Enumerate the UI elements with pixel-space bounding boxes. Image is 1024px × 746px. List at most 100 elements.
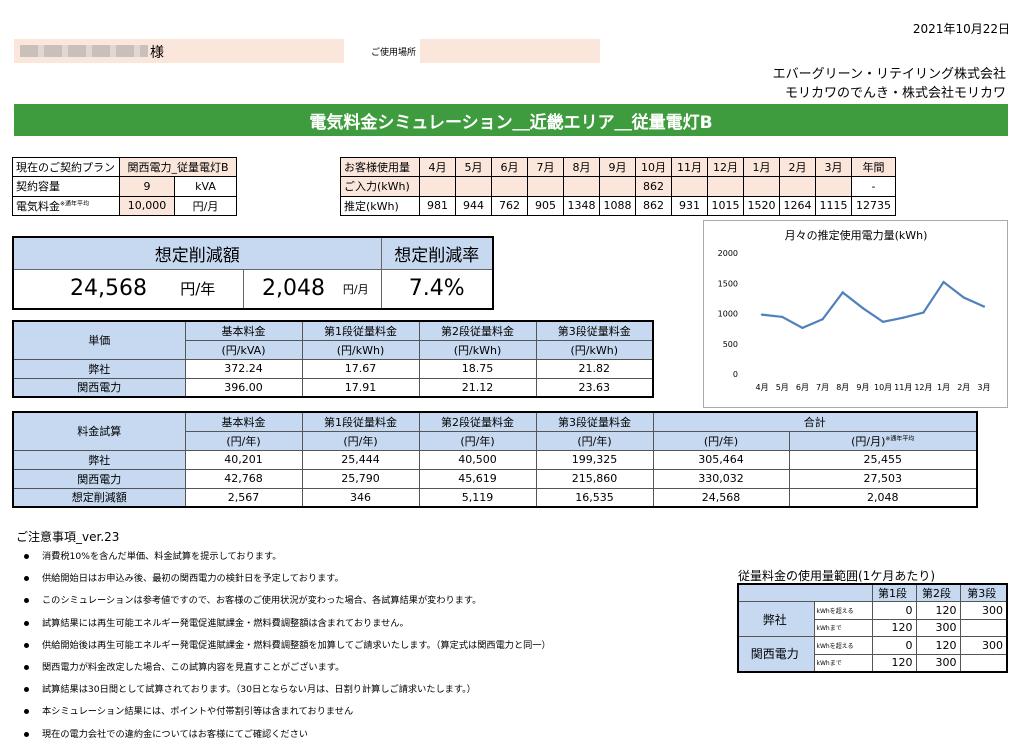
calc-cell: 25,455 — [788, 449, 978, 470]
usage-est: 981 — [419, 195, 456, 216]
note-item: 供給開始日はお申込み後、最初の関西電力の検針日を予定しております。 — [22, 568, 551, 590]
usage-input — [743, 176, 780, 197]
range-h1: 第2段 — [915, 583, 961, 602]
saving-month-value: 2,048 — [242, 268, 331, 310]
usage-est: 762 — [491, 195, 528, 216]
usage-month: 7月 — [527, 156, 564, 178]
range-row-name: 関西電力 — [737, 636, 815, 672]
unit-cell: 17.91 — [301, 377, 420, 398]
range-row-name: 弊社 — [737, 601, 815, 637]
calc-cell: 24,568 — [652, 487, 790, 508]
range-cell — [959, 618, 1008, 637]
data-point — [962, 296, 965, 299]
unit-price-label: 単価 — [12, 320, 186, 360]
usage-table: お客様使用量 4月 5月 6月 7月 8月 9月 10月 11月 12月 1月 2月 3月 年間 ご入力(… — [340, 156, 896, 216]
unit-cell: 17.67 — [301, 358, 420, 379]
calc-cell: 2,567 — [184, 487, 303, 508]
notes-title: ご注意事項_ver.23 — [16, 530, 120, 544]
data-point — [801, 326, 804, 330]
calc-cell: 199,325 — [535, 449, 654, 470]
customer-suffix: 様 — [150, 45, 164, 61]
unit-price-table: 単価 基本料金 第1段従量料金 第2段従量料金 第3段従量料金 (円/kVA) (円/k… — [12, 320, 654, 398]
fee-label-cell: 電気料金※通年平均 — [12, 195, 120, 216]
calc-u1: (円/年) — [301, 430, 420, 451]
place-field — [420, 39, 600, 63]
calc-cell: 346 — [301, 487, 420, 508]
x-tick-label: 1月 — [937, 383, 950, 392]
place-label: ご使用場所 — [371, 48, 417, 58]
usage-month: 9月 — [599, 156, 636, 178]
data-point — [760, 313, 764, 316]
y-tick-label: 2000 — [718, 249, 738, 258]
calc-h1: 第1段従量料金 — [301, 411, 420, 432]
usage-input — [707, 176, 744, 197]
x-tick-label: 6月 — [796, 383, 809, 392]
range-h0: 第1段 — [871, 583, 917, 602]
usage-est: 1264 — [779, 195, 816, 216]
fee-unit: 円/月 — [174, 195, 237, 216]
x-tick-label: 11月 — [894, 383, 912, 392]
calc-total-note: ※通年平均 — [885, 434, 915, 442]
calc-total-label: 合計 — [652, 411, 978, 432]
capacity-unit: kVA — [174, 176, 237, 197]
range-cell: 120 — [871, 653, 917, 672]
calc-u2: (円/年) — [418, 430, 537, 451]
fee-calc-table: 料金試算 基本料金 第1段従量料金 第2段従量料金 第3段従量料金 合計 (円/年)(… — [12, 411, 978, 508]
usage-input — [527, 176, 564, 197]
saving-amount-label: 想定削減額 — [12, 236, 382, 270]
usage-est: 905 — [527, 195, 564, 216]
range-over-label: kWhを超える — [813, 601, 873, 620]
note-item: このシミュレーションは参考値ですので、お客様のご使用状況が変わった場合、各試算結… — [22, 590, 551, 612]
usage-input-row: ご入力(kWh) 862 - — [340, 176, 896, 197]
range-cell: 120 — [915, 601, 961, 620]
calc-cell: 40,201 — [184, 449, 303, 470]
calc-u3: (円/年) — [535, 430, 654, 451]
range-cell: 0 — [871, 636, 917, 655]
company-line1: エバーグリーン・リテイリング株式会社 — [772, 67, 1006, 82]
range-cell: 300 — [915, 618, 961, 637]
saving-month-unit: 円/月 — [331, 268, 382, 310]
range-cell: 0 — [871, 601, 917, 620]
calc-cell: 42,768 — [184, 468, 303, 489]
plan-value: 関西電力_従量電灯B — [119, 156, 237, 178]
chart-title: 月々の推定使用電力量(kWh) — [785, 228, 928, 242]
calc-total-month: (円/月) — [851, 434, 886, 448]
data-point — [982, 305, 986, 308]
calc-cell: 330,032 — [652, 468, 790, 489]
x-tick-label: 10月 — [874, 383, 892, 392]
saving-summary: 想定削減額 想定削減率 24,568 円/年 2,048 円/月 7.4% — [12, 236, 494, 310]
usage-est: 931 — [671, 195, 708, 216]
usage-month: 12月 — [707, 156, 744, 178]
y-tick-label: 1500 — [718, 279, 738, 288]
usage-est: 1520 — [743, 195, 780, 216]
x-tick-label: 5月 — [776, 383, 789, 392]
note-item: 供給開始後は再生可能エネルギー発電促進賦課金・燃料費調整額を加算してご請求いたし… — [22, 635, 551, 657]
usage-month: 2月 — [779, 156, 816, 178]
usage-month: 11月 — [671, 156, 708, 178]
calc-cell: 5,119 — [418, 487, 537, 508]
usage-chart: 月々の推定使用電力量(kWh) 0 500 1000 1500 2000 4月 5月 6月 7月… — [703, 220, 1008, 408]
unit-u0: (円/kVA) — [184, 339, 303, 360]
calc-row-name: 関西電力 — [12, 468, 186, 489]
usage-chart-svg: 月々の推定使用電力量(kWh) 0 500 1000 1500 2000 4月 5月 6月 7月… — [718, 228, 991, 392]
range-over-label: kWhを超える — [813, 636, 873, 655]
table-row: 関西電力 42,768 25,790 45,619 215,860 330,032 27,5… — [12, 468, 978, 489]
unit-cell: 21.12 — [418, 377, 537, 398]
data-point — [781, 315, 784, 319]
note-item: 本シミュレーション結果には、ポイントや付帯割引等は含まれておりません — [22, 701, 551, 723]
calc-cell: 305,464 — [652, 449, 790, 470]
x-tick-label: 2月 — [957, 383, 970, 392]
usage-est-label: 推定(kWh) — [340, 195, 420, 216]
usage-est: 1115 — [815, 195, 852, 216]
usage-month: 4月 — [419, 156, 456, 178]
usage-month: 1月 — [743, 156, 780, 178]
series-line — [761, 280, 985, 330]
fee-label: 電気料金 — [16, 199, 60, 213]
unit-u1: (円/kWh) — [301, 339, 420, 360]
x-tick-label: 7月 — [816, 383, 829, 392]
calc-total-month-cell: (円/月)※通年平均 — [788, 430, 978, 451]
usage-input — [491, 176, 528, 197]
usage-input — [563, 176, 600, 197]
range-upto-label: kWhまで — [813, 618, 873, 637]
range-table: 第1段 第2段 第3段 弊社 kWhを超える 0 120 300 kWhまで 120 300 関… — [737, 583, 1008, 673]
